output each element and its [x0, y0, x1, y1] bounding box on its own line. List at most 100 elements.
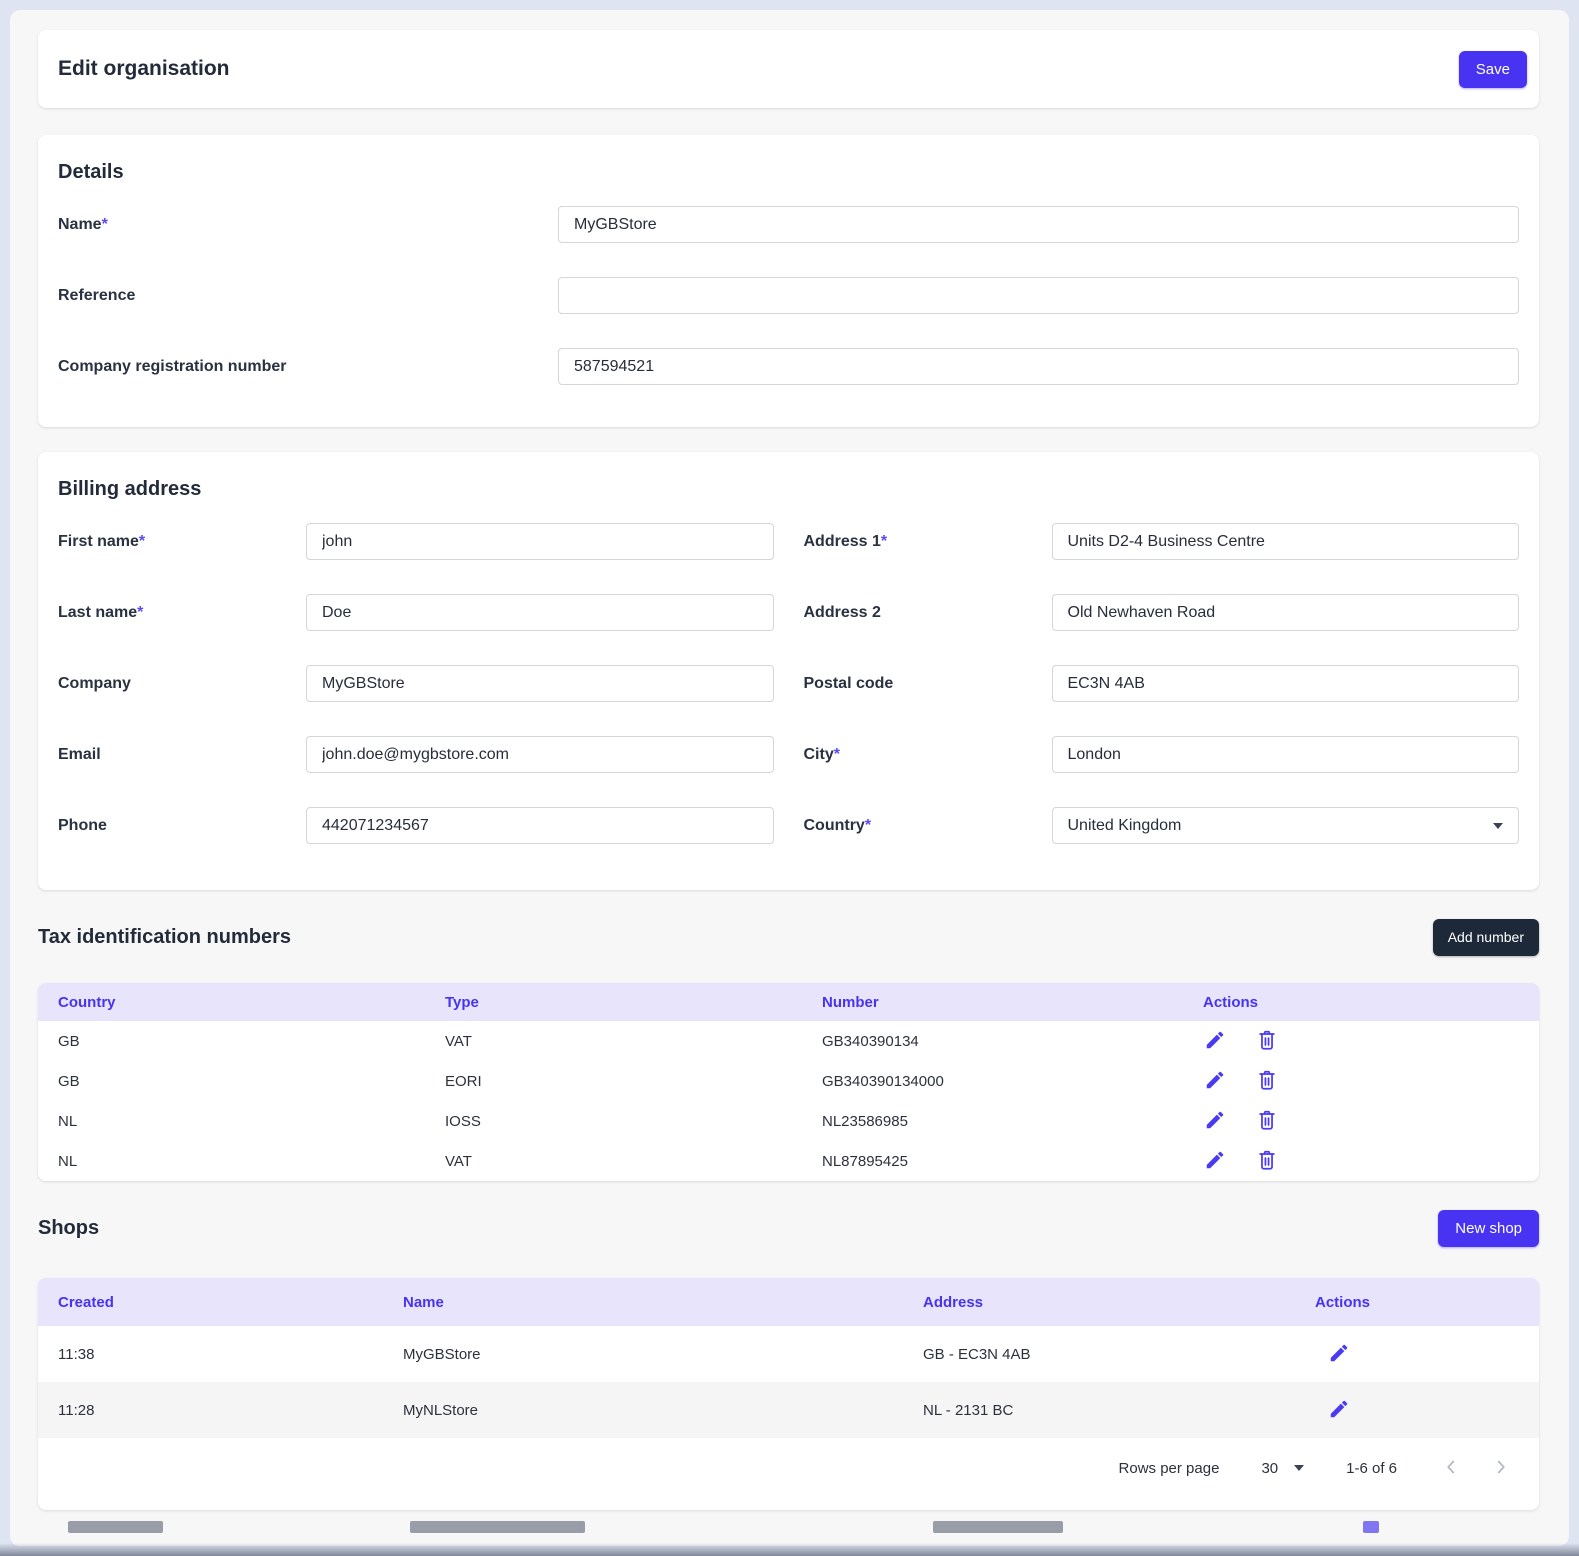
cell-number: NL87895425: [822, 1152, 908, 1170]
rows-per-page-select[interactable]: 30: [1261, 1459, 1305, 1477]
cell-number: GB340390134000: [822, 1072, 944, 1090]
cell-country: NL: [58, 1152, 78, 1170]
edit-button[interactable]: [1203, 1069, 1227, 1093]
table-row: GB EORI GB340390134000: [38, 1061, 1539, 1101]
cell-name: MyGBStore: [403, 1345, 481, 1363]
delete-button[interactable]: [1255, 1069, 1279, 1093]
city-input[interactable]: [1051, 736, 1519, 773]
cell-country: NL: [58, 1112, 78, 1130]
company-registration-number-label: Company registration number: [58, 357, 287, 375]
page-header: Edit organisation Save: [38, 30, 1539, 108]
cell-type: VAT: [445, 1152, 472, 1170]
phone-input[interactable]: [306, 807, 774, 844]
delete-button[interactable]: [1255, 1029, 1279, 1053]
billing-address-section: Billing address First name* Last name* C…: [38, 452, 1539, 890]
rows-per-page-value: 30: [1261, 1459, 1279, 1477]
chevron-down-icon: [1493, 822, 1503, 829]
first-name-label: First name*: [58, 532, 146, 550]
country-select-value: United Kingdom: [1067, 816, 1182, 834]
delete-button[interactable]: [1255, 1149, 1279, 1173]
postal-code-input[interactable]: [1051, 665, 1519, 702]
tax-table-header: Country Type Number Actions: [38, 983, 1539, 1021]
phone-label: Phone: [58, 816, 107, 834]
edit-button[interactable]: [1327, 1398, 1351, 1422]
column-header-number: Number: [822, 993, 879, 1011]
cell-type: EORI: [445, 1072, 482, 1090]
clipped-next-row: [38, 1519, 1539, 1535]
first-name-input[interactable]: [306, 523, 774, 560]
form-row: Address 1*: [803, 523, 1519, 560]
tax-section-title: Tax identification numbers: [38, 925, 291, 948]
city-label: City*: [803, 745, 840, 763]
chevron-left-icon: [1440, 1456, 1462, 1481]
country-select[interactable]: United Kingdom: [1051, 807, 1519, 844]
address2-label: Address 2: [803, 603, 881, 621]
add-number-button[interactable]: Add number: [1432, 918, 1539, 956]
tax-section-head: Tax identification numbers Add number: [38, 918, 1539, 956]
country-label: Country*: [803, 816, 872, 834]
column-header-country: Country: [58, 993, 116, 1011]
column-header-type: Type: [445, 993, 479, 1011]
cell-number: NL23586985: [822, 1112, 908, 1130]
app-window: Edit organisation Save Details Name* Ref…: [10, 10, 1569, 1546]
details-title: Details: [58, 161, 124, 183]
pencil-icon: [1204, 1109, 1226, 1134]
shops-section-head: Shops New shop: [38, 1209, 1539, 1247]
required-asterisk: *: [101, 215, 108, 233]
column-header-actions: Actions: [1203, 993, 1259, 1011]
address2-input[interactable]: [1051, 594, 1519, 631]
reference-label: Reference: [58, 286, 136, 304]
address1-label: Address 1*: [803, 532, 888, 550]
required-asterisk: *: [880, 532, 888, 550]
page-title: Edit organisation: [58, 57, 230, 80]
company-input[interactable]: [306, 665, 774, 702]
previous-page-button[interactable]: [1439, 1456, 1463, 1480]
delete-button[interactable]: [1255, 1109, 1279, 1133]
form-row: Company: [58, 665, 774, 702]
form-row: Reference: [58, 277, 1519, 314]
company-registration-number-input[interactable]: [558, 348, 1519, 385]
reference-input[interactable]: [558, 277, 1519, 314]
form-row: Postal code: [803, 665, 1519, 702]
required-asterisk: *: [864, 816, 872, 834]
table-row: GB VAT GB340390134: [38, 1021, 1539, 1061]
trash-icon: [1256, 1109, 1278, 1134]
pencil-icon: [1328, 1398, 1350, 1423]
address1-input[interactable]: [1051, 523, 1519, 560]
pagination: Rows per page 30 1-6 of 6: [38, 1438, 1539, 1498]
edit-button[interactable]: [1327, 1342, 1351, 1366]
required-asterisk: *: [137, 603, 144, 621]
column-header-created: Created: [58, 1293, 114, 1311]
table-row: 11:38 MyGBStore GB - EC3N 4AB: [38, 1326, 1539, 1382]
last-name-label: Last name*: [58, 603, 144, 621]
pencil-icon: [1204, 1149, 1226, 1174]
new-shop-button[interactable]: New shop: [1438, 1209, 1539, 1247]
form-row: First name*: [58, 523, 774, 560]
edit-button[interactable]: [1203, 1029, 1227, 1053]
pencil-icon: [1328, 1342, 1350, 1367]
company-label: Company: [58, 674, 131, 692]
email-input[interactable]: [306, 736, 774, 773]
details-section: Details Name* Reference Company registra…: [38, 135, 1539, 427]
rows-per-page-label: Rows per page: [1118, 1459, 1220, 1477]
save-button[interactable]: Save: [1458, 50, 1527, 88]
table-row: 11:28 MyNLStore NL - 2131 BC: [38, 1382, 1539, 1438]
edit-button[interactable]: [1203, 1149, 1227, 1173]
chevron-down-icon: [1294, 1465, 1305, 1471]
billing-grid: First name* Last name* Company Email: [58, 523, 1519, 844]
email-label: Email: [58, 745, 101, 763]
required-asterisk: *: [138, 532, 146, 550]
pencil-icon: [1204, 1069, 1226, 1094]
next-page-button[interactable]: [1489, 1456, 1513, 1480]
postal-code-label: Postal code: [803, 674, 894, 692]
cell-created: 11:38: [58, 1345, 95, 1363]
name-input[interactable]: [558, 206, 1519, 243]
form-row: Name*: [58, 206, 1519, 243]
last-name-input[interactable]: [306, 594, 774, 631]
billing-address-title: Billing address: [58, 478, 202, 500]
required-asterisk: *: [833, 745, 840, 763]
page: Edit organisation Save Details Name* Ref…: [10, 10, 1569, 1535]
edit-button[interactable]: [1203, 1109, 1227, 1133]
form-row: Phone: [58, 807, 774, 844]
form-row: City*: [803, 736, 1519, 773]
